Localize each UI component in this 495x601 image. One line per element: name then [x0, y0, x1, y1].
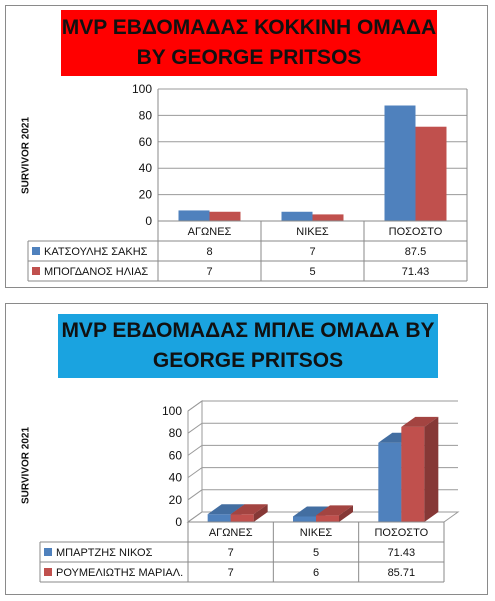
side-wall — [187, 400, 203, 523]
bar — [293, 516, 316, 522]
bar-top — [230, 504, 268, 515]
chart-title-line-2: GEORGE PRITSOS — [152, 349, 344, 372]
gridline — [187, 489, 458, 501]
legend-swatch — [44, 548, 52, 556]
bar — [415, 126, 447, 221]
bar-side — [253, 504, 268, 522]
y-tick-label: 20 — [139, 188, 153, 202]
legend-swatch — [44, 568, 52, 576]
category-label: ΠΟΣΟΣΤΟ — [389, 226, 443, 238]
bar — [209, 211, 241, 221]
bar — [378, 442, 402, 522]
y-tick-label: 40 — [139, 161, 153, 175]
y-tick-label: 60 — [139, 135, 153, 149]
bar-side — [339, 505, 353, 522]
data-value: 85.71 — [388, 567, 416, 579]
y-tick-label: 0 — [145, 214, 152, 228]
bar — [316, 515, 339, 522]
bar — [178, 210, 210, 221]
bar-top — [207, 504, 245, 515]
series-name: ΡΟΥΜΕΛΙΩΤΗΣ ΜΑΡΙΑΛ. — [56, 567, 183, 579]
gridline — [187, 467, 458, 479]
data-value: 87.5 — [405, 246, 426, 258]
series-name: ΚΑΤΣΟΥΛΗΣ ΣΑΚΗΣ — [44, 246, 148, 258]
bar — [401, 426, 425, 522]
bar-side — [424, 416, 439, 522]
chart-title-banner: MVP ΕΒΔΟΜΑΔΑΣ ΚΟΚΚΙΝΗ ΟΜΑΔΑ BY GEORGE PR… — [61, 10, 437, 76]
category-label: ΝΙΚΕΣ — [300, 527, 333, 539]
data-value: 7 — [309, 246, 315, 258]
y-tick-label: 100 — [132, 82, 152, 96]
bar — [207, 514, 231, 522]
y-tick-label: 40 — [169, 471, 183, 485]
series-name: ΜΠΟΓΔΑΝΟΣ ΗΛΙΑΣ — [44, 266, 148, 278]
bar-top — [316, 505, 353, 516]
data-value: 5 — [313, 547, 319, 559]
gridline — [187, 400, 458, 412]
bar-top — [293, 506, 330, 517]
data-value: 7 — [206, 266, 212, 278]
y-tick-label: 80 — [139, 108, 153, 122]
chart-title-line-1: MVP ΕΒΔΟΜΑΔΑΣ ΚΟΚΚΙΝΗ ΟΜΑΔΑ — [61, 16, 437, 39]
data-value: 5 — [309, 266, 315, 278]
data-value: 71.43 — [388, 547, 416, 559]
series-name: ΜΠΑΡΤΖΗΣ ΝΙΚΟΣ — [56, 547, 153, 559]
legend-swatch — [32, 247, 40, 255]
bar — [312, 214, 344, 221]
chart-title-banner: MVP ΕΒΔΟΜΑΔΑΣ ΜΠΛΕ ΟΜΑΔΑ BY GEORGE PRITS… — [58, 314, 438, 378]
data-value: 71.43 — [402, 266, 430, 278]
gridline — [187, 422, 458, 434]
y-tick-label: 100 — [162, 404, 182, 418]
bar — [230, 514, 254, 522]
bar — [384, 105, 416, 221]
y-tick-label: 60 — [169, 448, 183, 462]
chart-title-line-1: MVP ΕΒΔΟΜΑΔΑΣ ΜΠΛΕ ΟΜΑΔΑ BY — [61, 319, 435, 342]
gridline — [187, 444, 458, 456]
data-value: 8 — [206, 246, 212, 258]
y-tick-label: 0 — [175, 515, 182, 529]
category-label: ΑΓΩΝΕΣ — [188, 226, 232, 238]
data-value: 6 — [313, 567, 319, 579]
legend-swatch — [32, 267, 40, 275]
data-value: 7 — [228, 547, 234, 559]
category-label: ΑΓΩΝΕΣ — [209, 527, 253, 539]
bar — [281, 211, 313, 221]
data-value: 7 — [228, 567, 234, 579]
category-label: ΠΟΣΟΣΤΟ — [374, 527, 428, 539]
chart-title-line-2: BY GEORGE PRITSOS — [136, 46, 362, 69]
category-label: ΝΙΚΕΣ — [296, 226, 329, 238]
bar-top — [401, 416, 439, 427]
y-tick-label: 80 — [169, 426, 183, 440]
y-tick-label: 20 — [169, 493, 183, 507]
gridline — [187, 511, 458, 523]
